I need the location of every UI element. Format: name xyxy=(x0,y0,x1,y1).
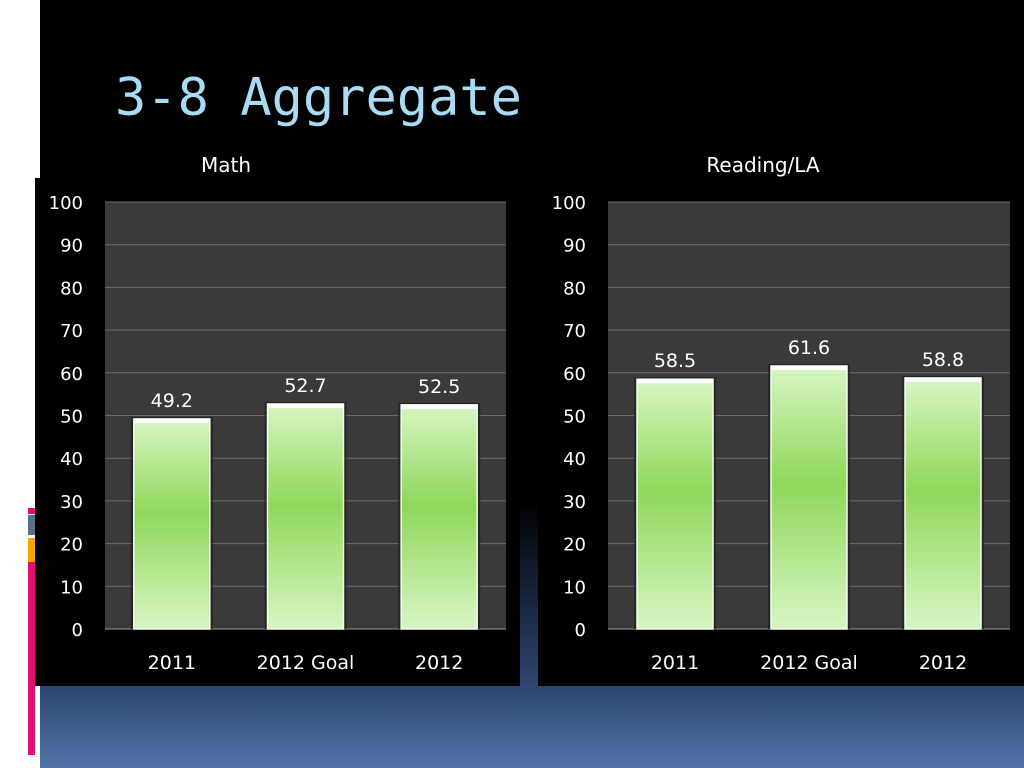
x-category-label: 2012 xyxy=(415,652,463,674)
y-tick-label: 50 xyxy=(563,407,586,428)
x-category-label: 2011 xyxy=(651,652,699,674)
bar xyxy=(133,418,211,630)
bar xyxy=(636,378,714,630)
left-pink-accent xyxy=(28,560,35,755)
data-label: 58.5 xyxy=(654,350,696,372)
y-tick-label: 40 xyxy=(563,449,586,470)
bar xyxy=(904,377,982,630)
y-tick-label: 60 xyxy=(563,364,586,385)
chart-gap-gradient xyxy=(520,500,538,686)
y-tick-label: 80 xyxy=(60,278,83,299)
y-tick-label: 30 xyxy=(563,492,586,513)
bar-highlight xyxy=(637,379,713,384)
bar-highlight xyxy=(401,404,478,409)
data-label: 61.6 xyxy=(788,337,830,359)
y-tick-label: 90 xyxy=(563,236,586,257)
y-tick-label: 100 xyxy=(552,193,586,214)
x-category-label: 2012 Goal xyxy=(760,652,858,674)
bar xyxy=(770,365,848,630)
bar xyxy=(400,404,478,630)
reading-bar-chart: 0 10 20 30 40 50 60 70 80 90 100 58.5 2011 61.6 2012 G… xyxy=(538,178,1024,686)
y-tick-label: 70 xyxy=(60,321,83,342)
data-label: 49.2 xyxy=(151,390,193,412)
y-tick-label: 40 xyxy=(60,449,83,470)
bar xyxy=(266,403,345,630)
bar-highlight xyxy=(905,377,981,382)
y-tick-label: 20 xyxy=(563,535,586,556)
slide-title: 3-8 Aggregate xyxy=(115,68,522,128)
y-tick-label: 60 xyxy=(60,364,83,385)
data-label: 52.7 xyxy=(284,375,326,397)
left-slate-accent xyxy=(28,515,35,535)
y-tick-label: 10 xyxy=(60,577,83,598)
y-tick-label: 50 xyxy=(60,407,83,428)
math-bar-chart: 0 10 20 30 40 50 60 70 80 90 100 49.2 2011 52.7 2012 G… xyxy=(35,178,520,686)
y-tick-label: 70 xyxy=(563,321,586,342)
y-tick-label: 30 xyxy=(60,492,83,513)
bar-highlight xyxy=(771,365,847,370)
x-category-label: 2012 Goal xyxy=(257,652,355,674)
y-tick-label: 0 xyxy=(72,620,83,641)
reading-chart-title: Reading/LA xyxy=(706,153,820,177)
bar-highlight xyxy=(267,403,344,408)
y-tick-label: 0 xyxy=(575,620,586,641)
bar-highlight xyxy=(133,418,210,423)
y-tick-label: 100 xyxy=(49,193,83,214)
x-category-label: 2012 xyxy=(919,652,967,674)
y-tick-label: 20 xyxy=(60,535,83,556)
left-orange-accent xyxy=(28,538,35,562)
y-tick-label: 80 xyxy=(563,278,586,299)
data-label: 52.5 xyxy=(418,376,460,398)
x-category-label: 2011 xyxy=(148,652,196,674)
math-chart-title: Math xyxy=(200,153,252,177)
left-pink-top-accent xyxy=(28,508,35,514)
y-tick-label: 10 xyxy=(563,577,586,598)
data-label: 58.8 xyxy=(922,349,964,371)
floor-band xyxy=(40,686,1024,768)
y-tick-label: 90 xyxy=(60,236,83,257)
